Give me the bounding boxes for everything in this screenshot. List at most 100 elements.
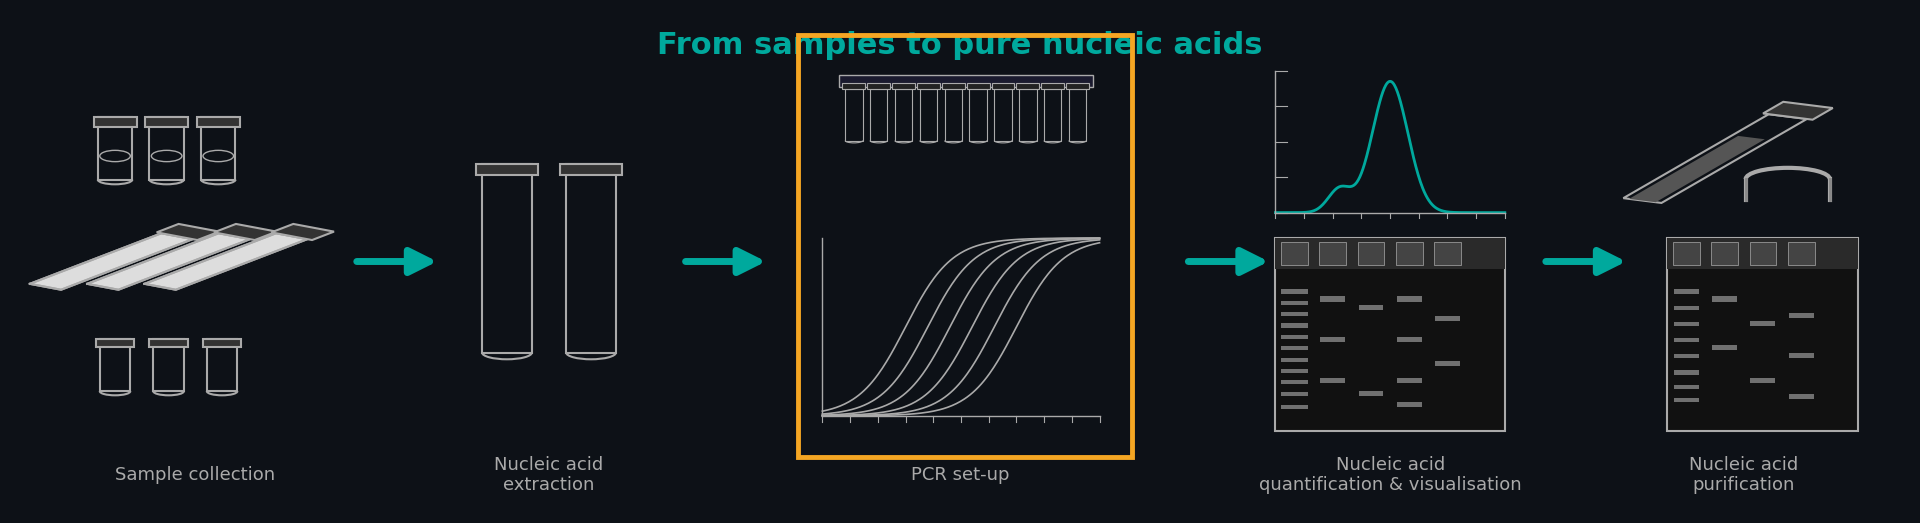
Bar — [1398, 297, 1421, 302]
Bar — [1359, 391, 1384, 396]
Bar — [1674, 322, 1699, 326]
Bar — [1749, 243, 1776, 265]
Bar — [1713, 345, 1738, 350]
Bar — [1069, 89, 1087, 141]
Polygon shape — [1763, 102, 1834, 120]
Bar — [1281, 312, 1308, 316]
Bar — [1281, 289, 1308, 293]
Bar — [154, 339, 184, 391]
Bar — [1788, 243, 1814, 265]
Bar — [1041, 83, 1064, 89]
Bar — [204, 339, 242, 347]
Bar — [1434, 361, 1459, 367]
Text: Nucleic acid
quantification & visualisation: Nucleic acid quantification & visualisat… — [1260, 456, 1521, 494]
Bar — [1789, 313, 1814, 318]
Bar — [1751, 321, 1776, 326]
Bar — [1674, 305, 1699, 310]
Bar — [918, 83, 941, 89]
Polygon shape — [213, 224, 276, 240]
Bar — [1667, 238, 1859, 269]
Bar — [1357, 243, 1384, 265]
Bar — [482, 164, 532, 353]
Bar — [561, 164, 622, 175]
Bar — [566, 164, 616, 353]
Text: PCR set-up: PCR set-up — [910, 466, 1010, 484]
Bar — [100, 339, 131, 391]
Bar — [1044, 89, 1062, 141]
Bar — [1789, 394, 1814, 399]
Polygon shape — [31, 233, 192, 290]
Bar — [1359, 304, 1384, 310]
Bar — [1281, 358, 1308, 361]
Bar — [1319, 243, 1346, 265]
Bar — [196, 117, 240, 127]
Bar — [1016, 83, 1039, 89]
Bar — [1674, 338, 1699, 342]
Bar — [150, 339, 188, 347]
Polygon shape — [271, 224, 334, 240]
Bar — [970, 89, 987, 141]
Bar — [943, 83, 964, 89]
Bar — [845, 89, 862, 141]
Bar — [1281, 392, 1308, 396]
Bar — [1674, 398, 1699, 402]
Bar — [476, 164, 538, 175]
Bar — [150, 117, 184, 180]
Bar — [1321, 378, 1346, 383]
Bar — [1674, 354, 1699, 358]
Bar — [893, 83, 916, 89]
Bar — [1674, 370, 1699, 374]
Bar — [1281, 243, 1308, 265]
Text: Sample collection: Sample collection — [115, 466, 275, 484]
Bar — [945, 89, 962, 141]
Bar — [1789, 353, 1814, 358]
Bar — [991, 83, 1014, 89]
Bar — [1066, 83, 1089, 89]
Polygon shape — [86, 233, 250, 290]
Polygon shape — [1628, 136, 1764, 202]
Bar — [207, 339, 238, 391]
Bar — [1398, 337, 1421, 342]
Bar — [1672, 243, 1699, 265]
Bar — [870, 89, 887, 141]
Bar — [1434, 243, 1461, 265]
Bar — [1275, 238, 1505, 269]
Bar — [98, 117, 132, 180]
Bar — [843, 83, 866, 89]
Bar — [1321, 297, 1346, 302]
Bar — [1281, 380, 1308, 384]
Bar — [1674, 385, 1699, 389]
Bar — [1281, 335, 1308, 339]
Bar — [1281, 404, 1308, 408]
Bar — [797, 35, 1133, 457]
Bar — [1275, 238, 1505, 431]
Bar — [1667, 238, 1859, 431]
Bar — [839, 75, 1092, 86]
Text: From samples to pure nucleic acids: From samples to pure nucleic acids — [657, 31, 1263, 60]
Bar — [895, 89, 912, 141]
Bar — [1434, 316, 1459, 321]
Bar — [1281, 323, 1308, 327]
Bar — [868, 83, 891, 89]
Bar — [1398, 402, 1421, 407]
Bar — [1281, 369, 1308, 373]
Bar — [1281, 346, 1308, 350]
Text: Nucleic acid
purification: Nucleic acid purification — [1690, 456, 1799, 494]
Bar — [1674, 289, 1699, 293]
Bar — [1020, 89, 1037, 141]
Bar — [966, 83, 989, 89]
Bar — [1281, 301, 1308, 305]
Bar — [146, 117, 188, 127]
Bar — [1396, 243, 1423, 265]
Polygon shape — [144, 233, 307, 290]
Bar — [94, 117, 136, 127]
Bar — [1321, 337, 1346, 342]
Bar — [96, 339, 134, 347]
Bar — [1398, 378, 1421, 383]
Bar — [1711, 243, 1738, 265]
Bar — [920, 89, 937, 141]
Bar — [202, 117, 236, 180]
Bar — [995, 89, 1012, 141]
Polygon shape — [157, 224, 219, 240]
Bar — [1751, 378, 1776, 383]
